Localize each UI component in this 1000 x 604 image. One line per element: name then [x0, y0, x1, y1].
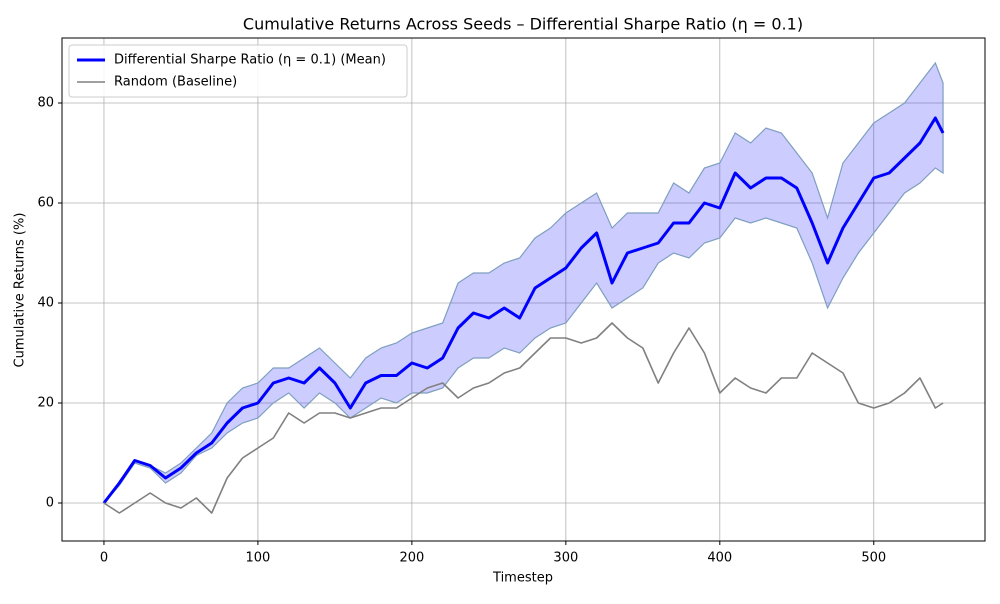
y-axis-label: Cumulative Returns (%)	[13, 213, 28, 368]
confidence-band	[103, 61, 944, 504]
x-tick-label: 400	[707, 551, 732, 566]
x-tick-label: 500	[861, 551, 886, 566]
y-tick-label: 80	[37, 96, 54, 111]
legend: Differential Sharpe Ratio (η = 0.1) (Mea…	[68, 44, 408, 98]
x-tick-label: 0	[100, 551, 108, 566]
x-tick-label: 200	[399, 551, 424, 566]
series-line	[103, 322, 944, 514]
x-tick-label: 300	[553, 551, 578, 566]
y-tick-label: 60	[37, 196, 54, 211]
series-line	[102, 116, 945, 504]
legend-box	[68, 44, 408, 98]
legend-label: Differential Sharpe Ratio (η = 0.1) (Mea…	[114, 53, 386, 68]
x-tick-label: 100	[246, 551, 271, 566]
y-tick-label: 40	[37, 296, 54, 311]
x-axis-label: Timestep	[492, 571, 553, 586]
legend-label: Random (Baseline)	[114, 75, 237, 90]
chart-title: Cumulative Returns Across Seeds – Differ…	[243, 15, 803, 34]
y-tick-label: 20	[37, 396, 54, 411]
plot-frame	[61, 37, 986, 542]
y-tick-label: 0	[46, 496, 54, 511]
